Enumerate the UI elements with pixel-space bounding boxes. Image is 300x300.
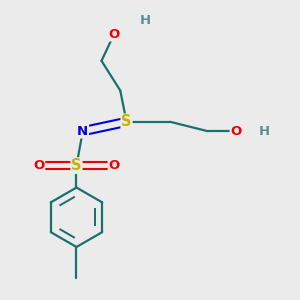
Text: O: O <box>108 159 120 172</box>
Text: S: S <box>71 158 82 173</box>
Text: O: O <box>33 159 45 172</box>
Text: O: O <box>230 125 242 138</box>
Text: N: N <box>77 125 88 138</box>
Text: S: S <box>121 114 132 129</box>
Text: O: O <box>108 28 120 41</box>
Text: H: H <box>140 14 151 27</box>
Text: H: H <box>259 125 270 138</box>
